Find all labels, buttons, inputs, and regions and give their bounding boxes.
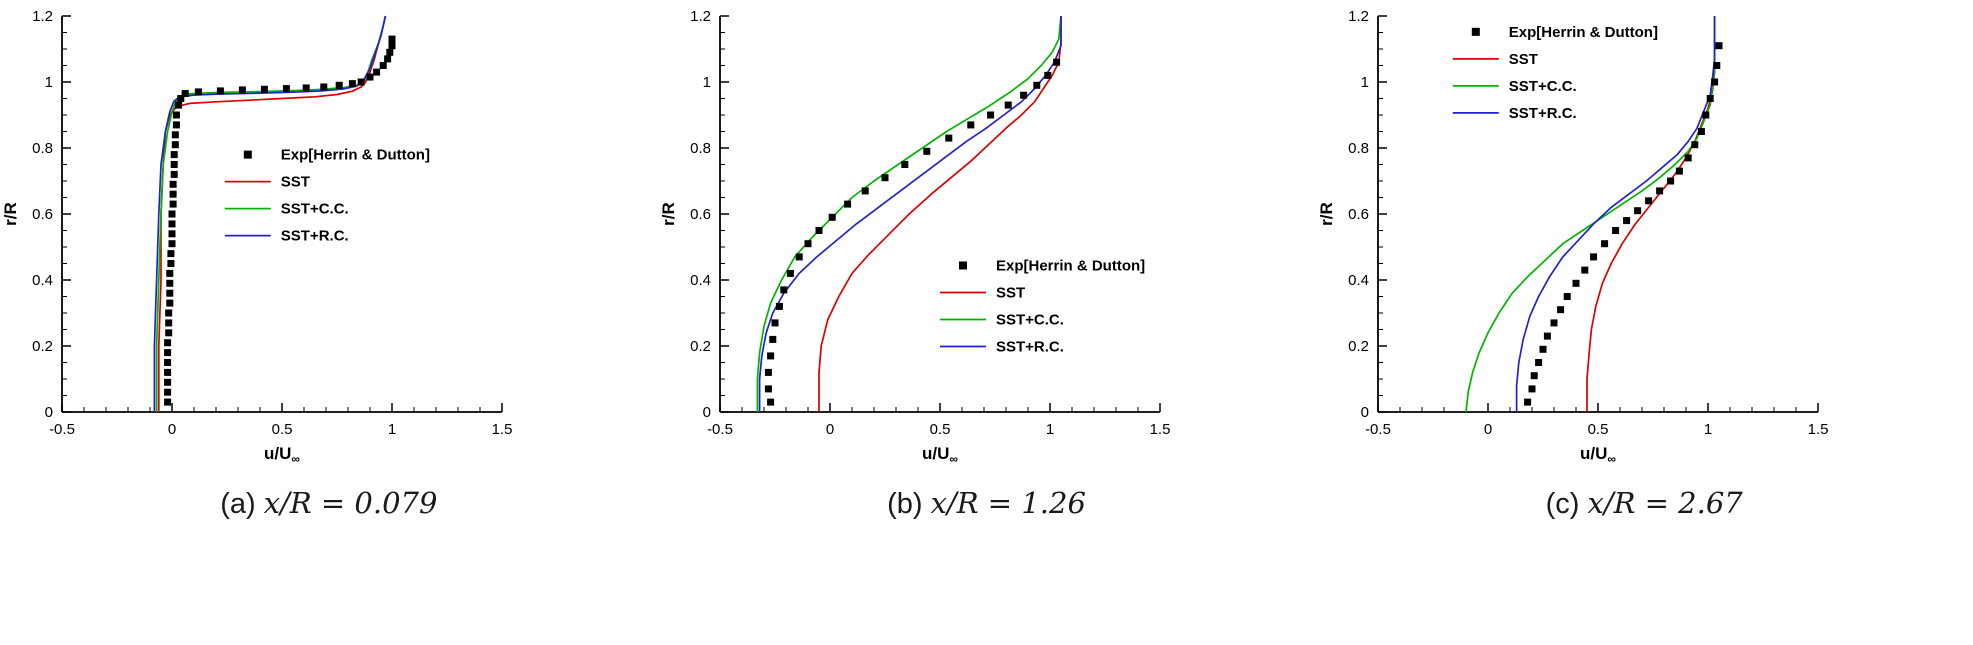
chart-canvas-a: -0.5 0 0.5 1 1.500.20.40.60.811.2u/U∞r/RExp[…	[1, 8, 513, 466]
chart-canvas-c: -0.5 0 0.5 1 1.500.20.40.60.811.2u/U∞r/RExp[…	[1317, 8, 1828, 466]
svg-text:SST+R.C.: SST+R.C.	[1508, 105, 1576, 122]
chart-caption-a: (a) x/R = 0.079	[220, 486, 437, 521]
svg-text:1.5: 1.5	[492, 421, 513, 438]
svg-text:0.6: 0.6	[690, 206, 711, 223]
svg-text:0.6: 0.6	[1348, 206, 1369, 223]
svg-text:1.2: 1.2	[1348, 8, 1369, 25]
svg-text:-0.5: -0.5	[707, 421, 733, 438]
svg-text:0.4: 0.4	[1348, 272, 1369, 289]
caption-math: x/R = 2.67	[1587, 486, 1743, 520]
svg-text:SST: SST	[996, 284, 1025, 301]
caption-math: x/R = 0.079	[263, 486, 438, 520]
caption-prefix: (c)	[1545, 488, 1580, 520]
svg-text:r/R: r/R	[1, 202, 20, 226]
svg-text:1.2: 1.2	[32, 8, 53, 25]
chart-caption-b: (b) x/R = 1.26	[887, 486, 1086, 521]
svg-text:u/U∞: u/U∞	[1580, 444, 1616, 466]
svg-text:0: 0	[45, 404, 53, 421]
svg-text:0.5: 0.5	[930, 421, 951, 438]
svg-text:0.8: 0.8	[690, 140, 711, 157]
svg-text:0.2: 0.2	[32, 338, 53, 355]
svg-text:1: 1	[45, 74, 53, 91]
svg-text:1: 1	[1704, 421, 1712, 438]
svg-text:SST+C.C.: SST+C.C.	[1508, 78, 1576, 95]
svg-text:r/R: r/R	[659, 202, 678, 226]
svg-text:SST+C.C.: SST+C.C.	[996, 311, 1064, 328]
svg-text:1: 1	[1046, 421, 1054, 438]
svg-text:0.2: 0.2	[1348, 338, 1369, 355]
svg-text:0: 0	[703, 404, 711, 421]
chart-caption-c: (c) x/R = 2.67	[1546, 486, 1743, 521]
svg-text:0.4: 0.4	[690, 272, 711, 289]
svg-text:-0.5: -0.5	[49, 421, 75, 438]
chart-panel-c: -0.5 0 0.5 1 1.5 0 0.2 0.4 0.6 0.8 1 1.2 u/U∞ r/R Exp[…	[1315, 4, 1973, 521]
svg-text:1: 1	[1360, 74, 1368, 91]
svg-text:u/U∞: u/U∞	[264, 444, 300, 466]
svg-text:0.8: 0.8	[1348, 140, 1369, 157]
svg-text:SST: SST	[1508, 51, 1537, 68]
svg-text:SST: SST	[281, 174, 310, 191]
svg-text:1: 1	[388, 421, 396, 438]
chart-panel-a: -0.5 0 0.5 1 1.5 0 0.2 0.4 0.6 0.8 1 1.2 u/U∞ r/R Exp[…	[0, 4, 658, 521]
svg-text:-0.5: -0.5	[1365, 421, 1391, 438]
svg-text:SST+R.C.: SST+R.C.	[281, 228, 349, 245]
svg-text:0: 0	[1484, 421, 1492, 438]
caption-prefix: (b)	[887, 488, 923, 520]
svg-text:r/R: r/R	[1317, 202, 1336, 226]
svg-text:1.5: 1.5	[1807, 421, 1828, 438]
svg-text:Exp[Herrin & Dutton]: Exp[Herrin & Dutton]	[996, 257, 1145, 274]
svg-text:0: 0	[1360, 404, 1368, 421]
svg-text:1.2: 1.2	[690, 8, 711, 25]
svg-text:1: 1	[703, 74, 711, 91]
svg-text:0.8: 0.8	[32, 140, 53, 157]
svg-text:0.5: 0.5	[272, 421, 293, 438]
caption-math: x/R = 1.26	[930, 486, 1086, 520]
svg-text:0: 0	[168, 421, 176, 438]
svg-text:0.5: 0.5	[1587, 421, 1608, 438]
svg-text:u/U∞: u/U∞	[922, 444, 958, 466]
svg-text:1.5: 1.5	[1150, 421, 1171, 438]
figure-row: -0.5 0 0.5 1 1.5 0 0.2 0.4 0.6 0.8 1 1.2 u/U∞ r/R Exp[…	[0, 4, 1973, 521]
chart-canvas-b: -0.5 0 0.5 1 1.500.20.40.60.811.2u/U∞r/RExp[…	[659, 8, 1171, 466]
chart-panel-b: -0.5 0 0.5 1 1.5 0 0.2 0.4 0.6 0.8 1 1.2 u/U∞ r/R Exp[…	[658, 4, 1316, 521]
svg-text:Exp[Herrin & Dutton]: Exp[Herrin & Dutton]	[1508, 24, 1657, 41]
svg-text:0.6: 0.6	[32, 206, 53, 223]
svg-text:0: 0	[826, 421, 834, 438]
svg-text:SST+R.C.: SST+R.C.	[996, 338, 1064, 355]
svg-text:0.4: 0.4	[32, 272, 53, 289]
svg-text:SST+C.C.: SST+C.C.	[281, 201, 349, 218]
svg-text:0.2: 0.2	[690, 338, 711, 355]
svg-text:Exp[Herrin & Dutton]: Exp[Herrin & Dutton]	[281, 147, 430, 164]
caption-prefix: (a)	[220, 488, 256, 520]
